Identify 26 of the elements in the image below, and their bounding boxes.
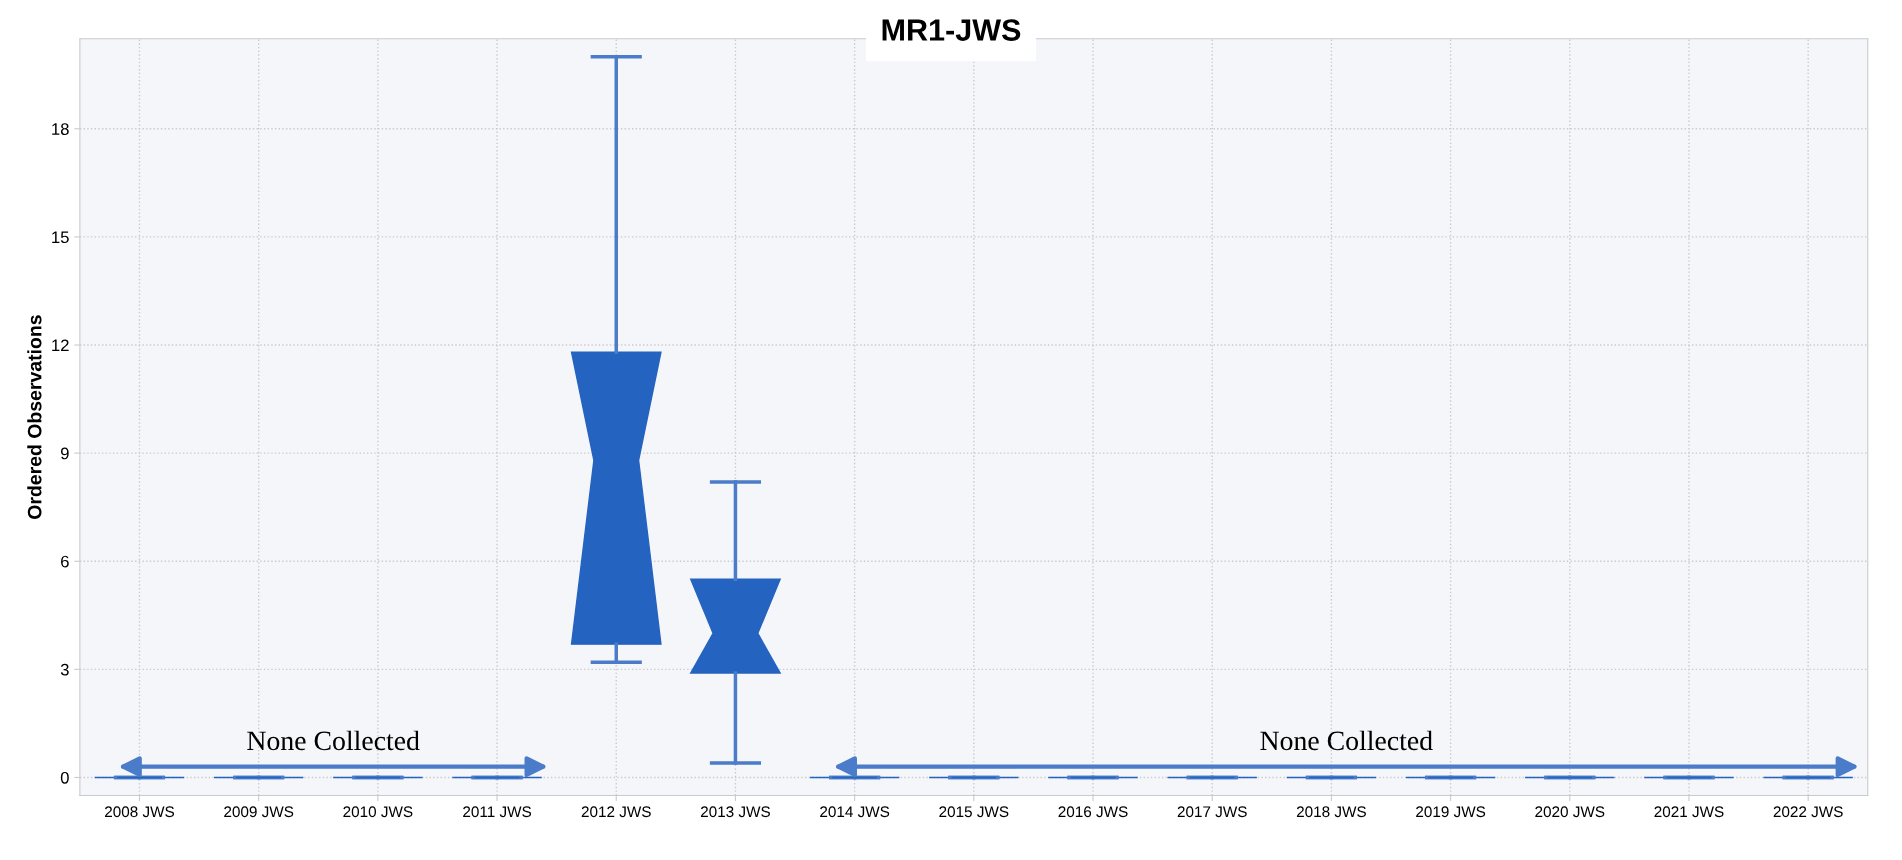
y-tick-label: 3 bbox=[60, 663, 69, 676]
y-tick-label: 0 bbox=[60, 771, 69, 784]
y-tick-label: 6 bbox=[61, 555, 69, 568]
x-tick-label: 2014 JWS bbox=[820, 806, 890, 818]
x-tick-label: 2010 JWS bbox=[343, 806, 413, 818]
x-tick-label: 2008 JWS bbox=[105, 806, 175, 818]
x-tick-label: 2009 JWS bbox=[224, 806, 294, 818]
x-tick-label: 2015 JWS bbox=[939, 806, 1009, 818]
x-tick-label: 2021 JWS bbox=[1654, 806, 1724, 818]
x-tick-label: 2020 JWS bbox=[1535, 806, 1605, 818]
y-tick-label: 9 bbox=[60, 447, 69, 460]
chart-title: MR1-JWS bbox=[882, 19, 1021, 41]
x-tick-label: 2022 JWS bbox=[1773, 806, 1843, 818]
x-tick-label: 2011 JWS bbox=[463, 806, 532, 818]
x-tick-label: 2019 JWS bbox=[1416, 806, 1486, 818]
x-tick-label: 2016 JWS bbox=[1058, 806, 1128, 818]
x-tick-label: 2012 JWS bbox=[581, 806, 651, 818]
annotation: None Collected bbox=[1260, 730, 1433, 751]
annotation: None Collected bbox=[247, 730, 420, 751]
y-tick-label: 12 bbox=[52, 339, 69, 352]
y-axis-title: Ordered Observations bbox=[27, 315, 42, 519]
x-tick-label: 2018 JWS bbox=[1296, 806, 1366, 818]
x-tick-label: 2017 JWS bbox=[1177, 806, 1247, 818]
x-tick-label: 2013 JWS bbox=[700, 806, 770, 818]
y-tick-label: 15 bbox=[52, 231, 69, 244]
y-tick-label: 18 bbox=[52, 123, 69, 135]
